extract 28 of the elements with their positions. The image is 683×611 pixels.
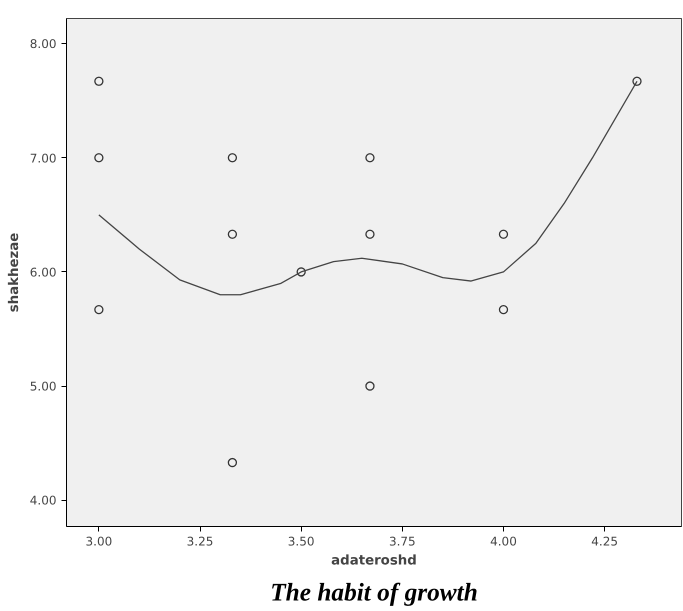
x-tick-label: 3.25 — [186, 534, 214, 548]
point — [94, 76, 104, 86]
point — [365, 381, 375, 391]
point — [228, 458, 238, 468]
point — [94, 304, 104, 314]
point — [228, 153, 238, 162]
y-tick-label: 4.00 — [30, 494, 56, 508]
point — [498, 304, 508, 314]
x-tick-label: 4.00 — [490, 534, 517, 548]
point — [498, 230, 508, 239]
y-tick-label: 8.00 — [30, 37, 56, 52]
point — [228, 230, 238, 239]
point — [365, 153, 375, 162]
x-tick-label: 3.75 — [388, 534, 416, 548]
point — [632, 76, 642, 86]
x-axis-title: adateroshd — [331, 554, 417, 568]
x-tick-label: 4.25 — [591, 534, 618, 548]
x-tick-label: 3.00 — [86, 534, 112, 548]
y-tick-label: 5.00 — [30, 380, 56, 394]
y-tick-label: 6.00 — [30, 265, 56, 280]
point — [296, 267, 306, 277]
point — [94, 153, 104, 162]
y-axis-title: shakhezae — [6, 232, 22, 312]
line-series — [98, 80, 638, 296]
x-tick-label: 3.50 — [288, 534, 315, 548]
point — [365, 230, 375, 239]
text: The habit of growth — [270, 578, 478, 606]
y-tick-label: 7.00 — [30, 151, 56, 166]
